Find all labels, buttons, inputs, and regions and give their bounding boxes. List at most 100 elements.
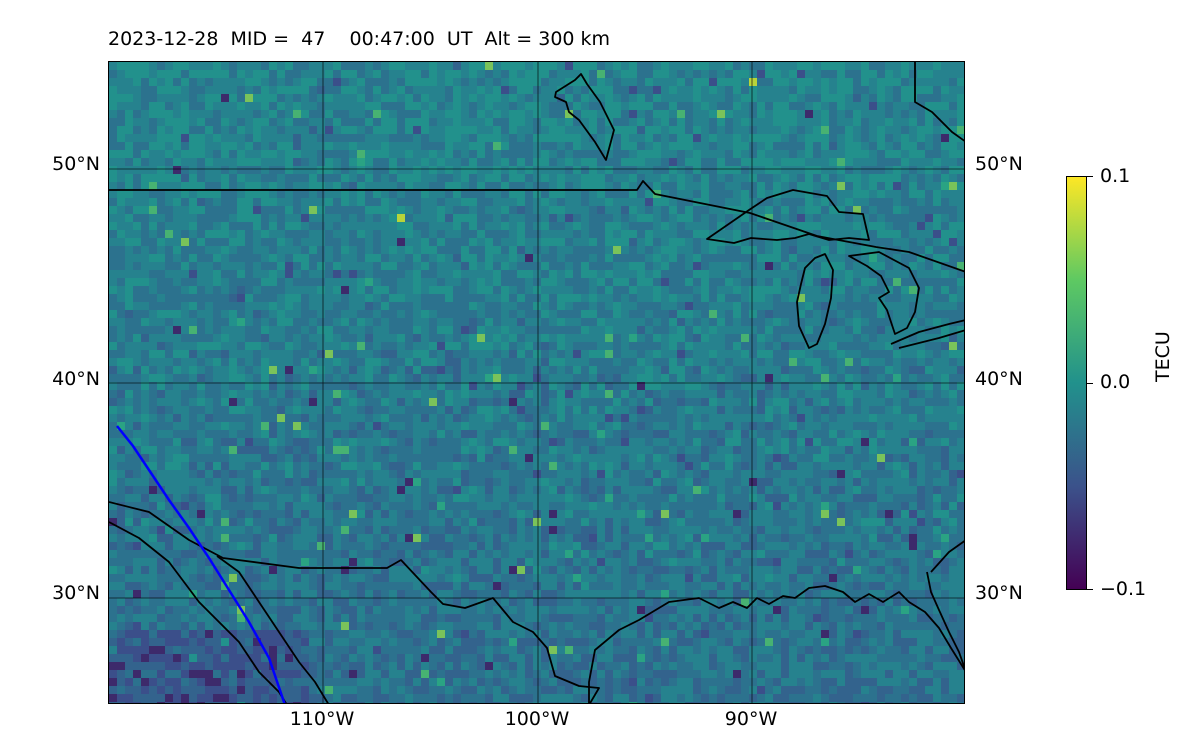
heatmap-cell xyxy=(133,118,141,126)
heatmap-cell xyxy=(125,302,133,310)
heatmap-cell xyxy=(237,158,245,166)
heatmap-cell xyxy=(677,238,685,246)
heatmap-cell xyxy=(661,366,669,374)
heatmap-cell xyxy=(909,150,917,158)
heatmap-cell xyxy=(349,110,357,118)
heatmap-cell xyxy=(285,422,293,430)
heatmap-cell xyxy=(653,278,661,286)
heatmap-cell xyxy=(445,166,453,174)
heatmap-cell xyxy=(901,70,909,78)
heatmap-cell xyxy=(869,334,877,342)
heatmap-cell xyxy=(381,118,389,126)
heatmap-cell xyxy=(653,86,661,94)
heatmap-cell xyxy=(517,302,525,310)
heatmap-cell xyxy=(181,406,189,414)
heatmap-cell xyxy=(413,270,421,278)
heatmap-cell xyxy=(453,262,461,270)
heatmap-cell xyxy=(181,302,189,310)
heatmap-cell xyxy=(821,334,829,342)
heatmap-cell xyxy=(541,94,549,102)
heatmap-cell xyxy=(661,78,669,86)
heatmap-cell xyxy=(277,142,285,150)
heatmap-cell xyxy=(949,142,957,150)
heatmap-cell xyxy=(285,222,293,230)
heatmap-cell xyxy=(693,230,701,238)
heatmap-cell xyxy=(637,118,645,126)
heatmap-cell xyxy=(453,350,461,358)
heatmap-cell xyxy=(893,230,901,238)
heatmap-cell xyxy=(517,382,525,390)
heatmap-cell xyxy=(637,174,645,182)
heatmap-cell xyxy=(581,310,589,318)
heatmap-cell xyxy=(829,78,837,86)
heatmap-cell xyxy=(933,302,941,310)
heatmap-cell xyxy=(109,262,117,270)
heatmap-cell xyxy=(909,294,917,302)
heatmap-cell xyxy=(717,366,725,374)
heatmap-cell xyxy=(613,134,621,142)
heatmap-cell xyxy=(389,414,397,422)
heatmap-cell xyxy=(709,238,717,246)
heatmap-cell xyxy=(253,182,261,190)
heatmap-cell xyxy=(205,422,213,430)
heatmap-cell xyxy=(125,406,133,414)
heatmap-cell xyxy=(869,238,877,246)
heatmap-cell xyxy=(925,150,933,158)
heatmap-cell xyxy=(461,182,469,190)
heatmap-cell xyxy=(885,126,893,134)
heatmap-cell xyxy=(861,302,869,310)
heatmap-cell xyxy=(117,198,125,206)
heatmap-cell xyxy=(221,310,229,318)
heatmap-cell xyxy=(797,270,805,278)
heatmap-cell xyxy=(741,222,749,230)
heatmap-cell xyxy=(389,286,397,294)
heatmap-cell xyxy=(533,374,541,382)
heatmap-cell xyxy=(765,326,773,334)
heatmap-cell xyxy=(197,102,205,110)
heatmap-cell xyxy=(477,334,485,342)
heatmap-cell xyxy=(957,382,964,390)
heatmap-cell xyxy=(373,126,381,134)
map-panel[interactable] xyxy=(108,61,965,704)
heatmap-cell xyxy=(173,382,181,390)
heatmap-cell xyxy=(149,414,157,422)
heatmap-cell xyxy=(709,326,717,334)
heatmap-cell xyxy=(133,206,141,214)
heatmap-cell xyxy=(293,78,301,86)
heatmap-cell xyxy=(253,326,261,334)
heatmap-cell xyxy=(813,238,821,246)
heatmap-cell xyxy=(317,398,325,406)
heatmap-cell xyxy=(261,406,269,414)
heatmap-cell xyxy=(173,190,181,198)
heatmap-cell xyxy=(149,286,157,294)
heatmap-cell xyxy=(261,230,269,238)
heatmap-cell xyxy=(957,334,964,342)
heatmap-cell xyxy=(725,294,733,302)
heatmap-cell xyxy=(173,62,181,70)
heatmap-cell xyxy=(685,126,693,134)
heatmap-cell xyxy=(733,374,741,382)
heatmap-cell xyxy=(549,334,557,342)
heatmap-cell xyxy=(757,262,765,270)
heatmap-cell xyxy=(549,286,557,294)
heatmap-cell xyxy=(685,110,693,118)
heatmap-cell xyxy=(525,70,533,78)
heatmap-cell xyxy=(541,78,549,86)
heatmap-cell xyxy=(341,110,349,118)
heatmap-cell xyxy=(693,334,701,342)
heatmap-cell xyxy=(421,342,429,350)
heatmap-cell xyxy=(829,422,837,430)
heatmap-cell xyxy=(821,398,829,406)
heatmap-cell xyxy=(317,246,325,254)
heatmap-cell xyxy=(901,270,909,278)
heatmap-cell xyxy=(277,150,285,158)
heatmap-cell xyxy=(869,342,877,350)
heatmap-cell xyxy=(853,86,861,94)
heatmap-cell xyxy=(333,190,341,198)
heatmap-cell xyxy=(733,390,741,398)
heatmap-cell xyxy=(237,398,245,406)
heatmap-cell xyxy=(437,134,445,142)
heatmap-cell xyxy=(301,238,309,246)
map-title: 2023-12-28 MID = 47 00:47:00 UT Alt = 30… xyxy=(108,28,611,50)
heatmap-cell xyxy=(757,342,765,350)
